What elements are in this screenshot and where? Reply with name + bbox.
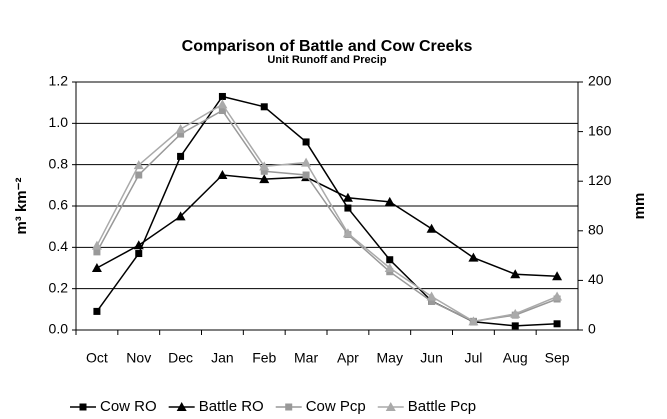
point (135, 250, 143, 258)
point (468, 316, 479, 326)
y-tick-label: 1.2 (49, 73, 69, 89)
x-tick-label: Oct (86, 350, 108, 366)
y2-tick-label: 40 (588, 271, 604, 287)
chart-title: Comparison of Battle and Cow Creeks (182, 38, 473, 55)
point (218, 92, 226, 100)
point (93, 248, 101, 256)
point (426, 223, 437, 233)
x-tick-label: Jan (211, 350, 234, 366)
x-tick-label: May (377, 350, 403, 366)
point (552, 271, 563, 281)
x-tick-label: Dec (168, 350, 193, 366)
point (260, 167, 268, 175)
point (302, 138, 310, 146)
legend-marker (385, 402, 396, 411)
point (177, 152, 185, 160)
point (175, 124, 186, 134)
point (177, 130, 185, 138)
chart-subtitle: Unit Runoff and Precip (267, 54, 386, 66)
point (342, 192, 353, 202)
y2-tick-label: 200 (588, 73, 612, 89)
x-tick-label: Apr (337, 350, 359, 366)
point (386, 256, 394, 264)
point (342, 228, 353, 238)
legend-label: Battle RO (199, 398, 264, 415)
series-line (96, 95, 558, 327)
y-tick-label: 0.4 (49, 238, 69, 254)
y-tick-label: 0.8 (49, 155, 69, 171)
legend-marker (79, 403, 87, 411)
point (91, 263, 102, 272)
y2-axis-label: mm (631, 193, 648, 220)
y2-tick-label: 160 (588, 122, 612, 138)
point (217, 170, 228, 179)
x-tick-label: Mar (294, 350, 318, 366)
x-tick-label: Sep (545, 350, 570, 366)
point (510, 269, 521, 279)
point (301, 157, 312, 167)
point (91, 240, 102, 250)
point (511, 322, 519, 330)
y2-tick-label: 80 (588, 222, 604, 238)
point (384, 263, 395, 272)
point (344, 204, 352, 212)
legend-label: Cow RO (100, 398, 157, 415)
point (133, 160, 144, 170)
x-tick-label: Feb (252, 350, 276, 366)
y-tick-label: 0.2 (49, 279, 69, 295)
point (552, 291, 563, 301)
point (384, 196, 395, 206)
point (135, 171, 143, 179)
legend-label: Battle Pcp (408, 398, 476, 415)
y-tick-label: 1.0 (49, 114, 69, 130)
series-line (96, 174, 558, 278)
y2-tick-label: 0 (588, 321, 596, 337)
x-tick-label: Jul (464, 350, 482, 366)
legend-marker (285, 403, 293, 411)
point (175, 211, 186, 221)
y-axis-label: m³ km⁻² (13, 177, 30, 234)
point (93, 307, 101, 315)
y-tick-label: 0.6 (49, 197, 69, 213)
x-tick-label: Nov (126, 350, 151, 366)
point (302, 171, 310, 179)
point (259, 161, 270, 171)
point (468, 252, 479, 262)
y-tick-label: 0.0 (49, 321, 69, 337)
series-line (96, 103, 558, 323)
point (260, 103, 268, 111)
point (259, 174, 270, 184)
y2-tick-label: 120 (588, 172, 612, 188)
point (428, 297, 436, 305)
point (426, 291, 437, 301)
legend-label: Cow Pcp (306, 398, 366, 415)
x-tick-label: Jun (420, 350, 443, 366)
point (217, 99, 228, 109)
point (510, 308, 521, 318)
x-tick-label: Aug (503, 350, 528, 366)
legend-marker (176, 402, 187, 411)
point (218, 107, 226, 115)
point (553, 320, 561, 328)
point (133, 240, 144, 250)
